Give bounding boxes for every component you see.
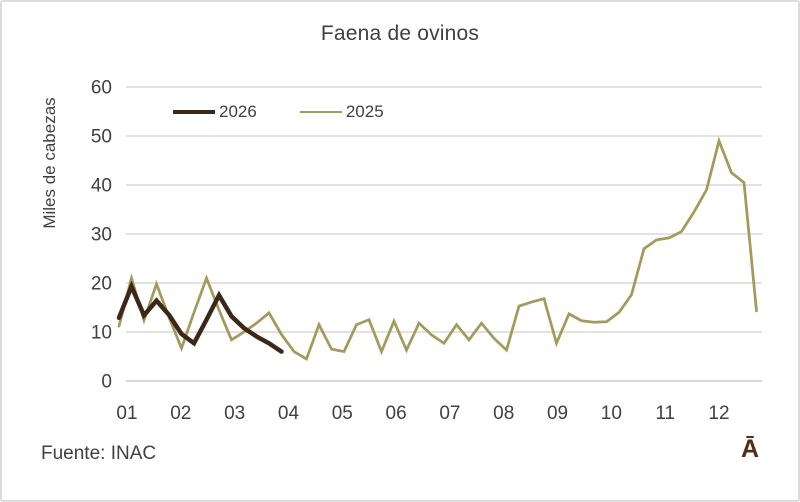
legend-item-2026: 2026 bbox=[173, 102, 257, 122]
x-tick-label-04: 04 bbox=[278, 403, 300, 424]
x-tick-label-08: 08 bbox=[493, 403, 514, 424]
legend-swatch-2026 bbox=[173, 110, 215, 114]
y-tick-label-0: 0 bbox=[101, 372, 112, 393]
legend-label-2025: 2025 bbox=[345, 102, 384, 121]
x-tick-label-05: 05 bbox=[332, 403, 353, 424]
x-tick-label-07: 07 bbox=[439, 403, 460, 424]
x-tick-label-11: 11 bbox=[655, 403, 675, 424]
x-tick-label-10: 10 bbox=[601, 403, 622, 424]
y-tick-label-60: 60 bbox=[91, 78, 112, 99]
x-tick-label-03: 03 bbox=[224, 403, 245, 424]
x-tick-label-01: 01 bbox=[116, 403, 137, 424]
legend-item-2025: 2025 bbox=[299, 102, 384, 122]
x-tick-label-12: 12 bbox=[708, 403, 729, 424]
series-line-2026 bbox=[116, 280, 284, 354]
legend-label-2026: 2026 bbox=[219, 102, 257, 121]
chart-title: Faena de ovinos bbox=[320, 22, 480, 45]
y-tick-label-30: 30 bbox=[91, 225, 112, 246]
x-tick-label-09: 09 bbox=[547, 403, 568, 424]
series-line-2025 bbox=[117, 136, 758, 361]
legend-swatch-2025 bbox=[299, 111, 342, 113]
y-tick-label-50: 50 bbox=[91, 127, 112, 148]
x-tick-label-02: 02 bbox=[170, 403, 191, 424]
legend: 2026 2025 bbox=[173, 102, 384, 122]
source-note: Fuente: INAC bbox=[41, 443, 157, 464]
watermark-letter: Ā bbox=[740, 435, 760, 463]
y-tick-label-10: 10 bbox=[91, 323, 112, 344]
y-tick-label-40: 40 bbox=[91, 176, 112, 197]
y-tick-label-20: 20 bbox=[91, 274, 112, 295]
x-tick-label-06: 06 bbox=[386, 403, 407, 424]
